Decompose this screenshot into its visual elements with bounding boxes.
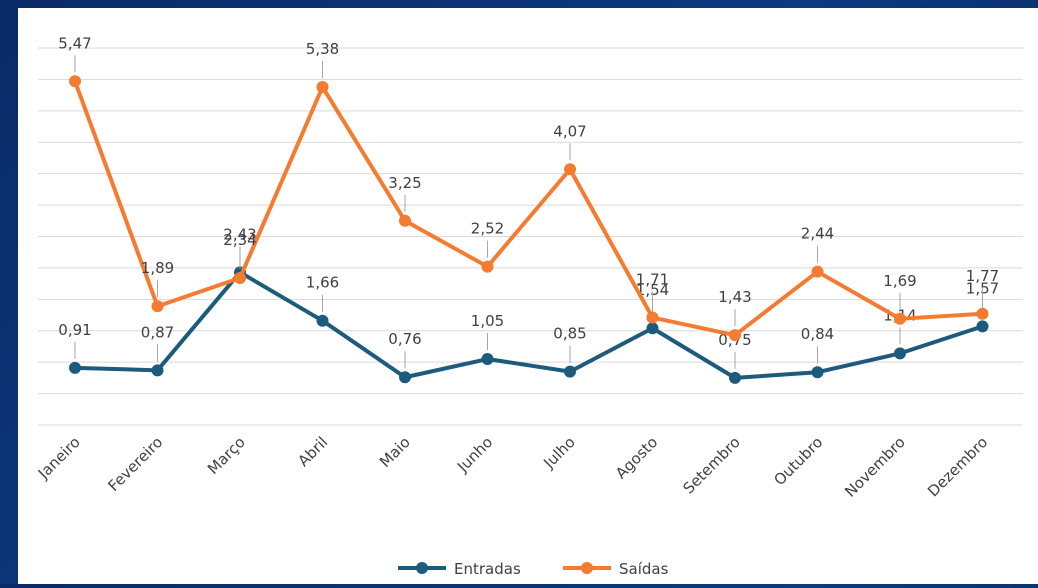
data-label: 1,54 [636,281,669,299]
x-tick-label: Agosto [612,433,661,482]
x-tick-label: Setembro [679,433,743,497]
data-point [729,329,741,342]
data-label: 2,34 [223,231,256,249]
data-label: 1,69 [883,272,916,290]
data-point [564,365,576,378]
data-label: 1,77 [966,267,999,285]
data-point [646,322,659,335]
x-tick-label: Junho [453,433,496,476]
data-label: 0,84 [801,325,834,343]
data-label: 3,25 [388,174,421,192]
data-label: 1,71 [636,271,669,289]
data-point [399,214,411,227]
data-label: 5,38 [306,40,339,58]
legend-label: Entradas [454,560,521,578]
data-point [976,320,989,333]
data-point [151,300,164,313]
data-point [399,371,411,384]
data-label: 2,52 [471,220,504,238]
series-line [73,80,983,338]
data-label: 1,66 [306,274,339,292]
data-label: 2,43 [223,225,256,243]
data-point [316,314,329,327]
data-point [811,366,824,379]
data-label: 0,87 [141,323,174,341]
x-tick-label: Fevereiro [105,433,167,495]
data-point [316,80,329,93]
x-tick-label: Janeiro [34,433,84,483]
legend-marker [581,562,593,574]
chart-panel: Janeiro Fevereiro Março Abril Maio Junho Julho… [18,8,1038,584]
data-point [976,307,989,320]
data-point [69,361,81,374]
data-label: 1,43 [718,288,751,306]
data-point [69,75,81,88]
x-tick-label: Dezembro [924,433,991,500]
x-tick-label: Julho [539,433,578,472]
x-tick-label: Maio [376,433,414,471]
data-point [894,347,906,360]
data-label: 0,91 [58,321,91,339]
data-point [811,265,824,278]
data-point [481,353,494,366]
x-tick-label: Março [204,433,249,478]
data-point [151,364,164,377]
chart: Janeiro Fevereiro Março Abril Maio Junho Julho… [34,34,1023,578]
data-label: 4,07 [553,122,586,140]
x-tick-label: Outubro [770,433,826,489]
x-tick-label: Novembro [841,433,909,501]
data-point [564,163,576,176]
x-tick-label: Abril [294,433,331,470]
data-point [481,260,494,273]
data-point [729,371,741,384]
data-label: 1,05 [471,312,504,330]
data-label: 0,76 [388,330,421,348]
data-point [894,312,906,325]
legend-marker [416,562,428,574]
data-label: 1,89 [141,259,174,277]
data-point [234,271,246,284]
data-label: 2,44 [801,225,834,243]
data-label: 5,47 [58,34,91,52]
legend-label: Saídas [619,560,669,578]
data-point [646,311,659,324]
data-label: 0,85 [553,325,586,343]
series-line [74,270,984,380]
